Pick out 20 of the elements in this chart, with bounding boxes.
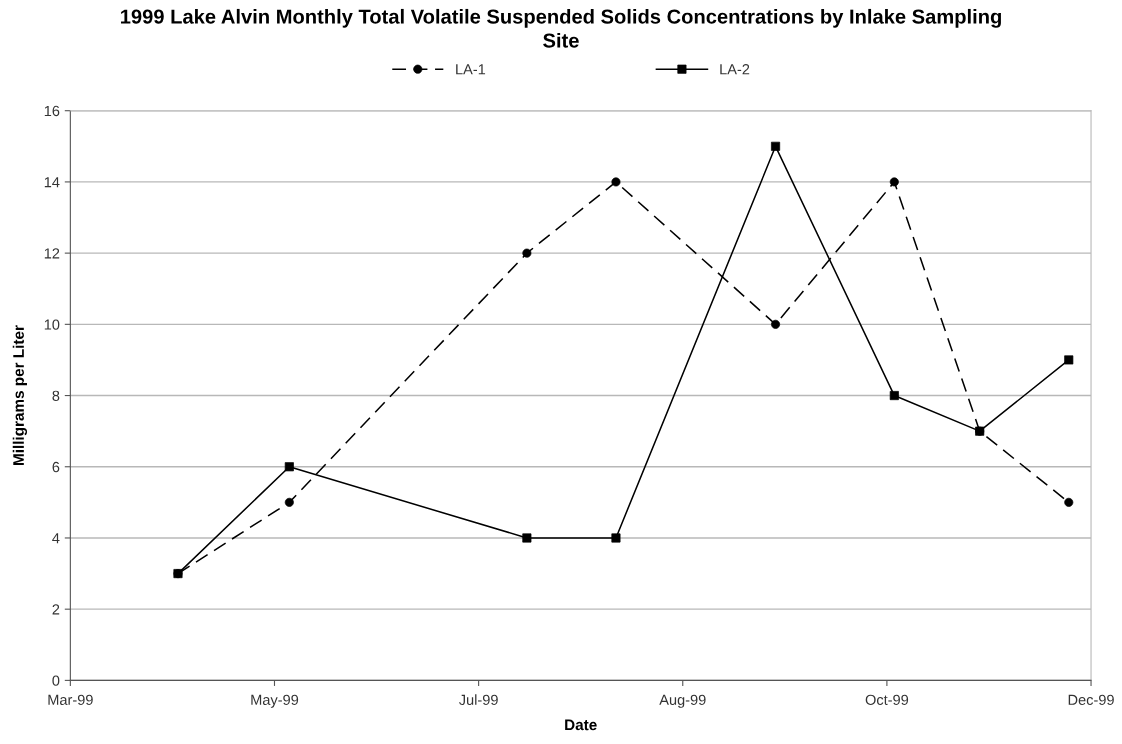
x-tick-label: Mar-99 [48,694,93,705]
chart-title: 1999 Lake Alvin Monthly Total Volatile Suspended Solids Concentrations by Inlake Sampling Site [121,8,1001,48]
y-tick-label: 12 [44,248,60,259]
y-tick-label: 4 [52,533,60,544]
y-tick-label: 2 [52,604,60,615]
y-tick-label: 8 [52,390,60,401]
x-tick-label: Dec-99 [1068,694,1114,705]
legend-label: LA-2 [720,64,750,75]
x-tick-label: Jul-99 [458,694,498,705]
y-axis-title: Milligrams per Liter [12,325,28,465]
x-tick-label: May-99 [251,694,299,708]
y-tick-label: 6 [52,461,60,473]
y-tick-label: 16 [44,105,60,117]
legend-label: LA-1 [456,64,486,75]
y-tick-label: 10 [44,319,60,330]
x-axis-title: Date [565,719,597,731]
y-tick-label: 0 [52,675,60,686]
y-tick-label: 14 [44,177,60,188]
x-tick-label: Oct-99 [865,694,909,705]
x-tick-label: Aug-99 [659,694,706,708]
